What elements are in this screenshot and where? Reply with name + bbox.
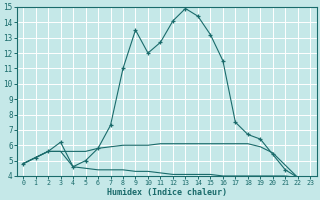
X-axis label: Humidex (Indice chaleur): Humidex (Indice chaleur) — [107, 188, 227, 197]
